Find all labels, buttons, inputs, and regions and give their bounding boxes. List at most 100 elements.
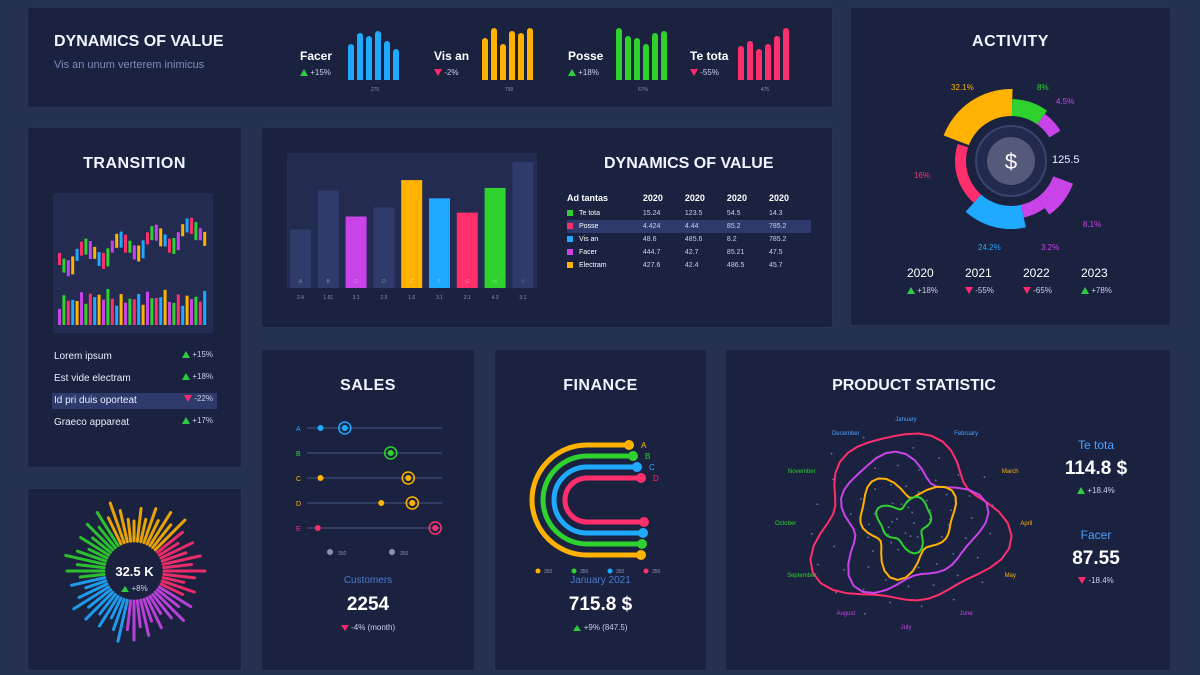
candle — [194, 222, 198, 241]
sunburst-ray — [109, 596, 123, 620]
candle — [132, 245, 136, 260]
radar-month-label: April — [1020, 521, 1032, 527]
radar-scatter-dot — [916, 535, 919, 538]
down-arrow-icon — [434, 69, 442, 77]
sunburst-ray — [139, 598, 151, 637]
bar — [317, 190, 339, 288]
candle — [168, 238, 171, 253]
radar-scatter-dot — [911, 511, 914, 514]
sunburst-ray — [155, 588, 181, 609]
table-cell: 85.21 — [726, 249, 745, 256]
volume-bar — [141, 304, 145, 325]
radar-scatter-dot — [874, 488, 877, 490]
activity-segment-label: 3.2% — [1041, 243, 1059, 252]
sunburst-ray — [118, 509, 129, 544]
volume-bar — [137, 293, 141, 325]
finance-arc-end — [636, 473, 646, 483]
volume-bar — [106, 289, 110, 325]
volume-bar — [163, 289, 167, 325]
radar-scatter-dot — [891, 502, 894, 505]
table-cell: 4.44 — [684, 220, 727, 233]
table-cell: 47.5 — [768, 249, 783, 256]
finance-arc-end — [637, 539, 647, 549]
activity-year: 2021 — [965, 266, 992, 280]
radar-month-label: January — [895, 417, 916, 423]
volume-bar — [198, 301, 202, 325]
radar-scatter-dot — [992, 504, 994, 507]
candle — [119, 231, 123, 248]
sunburst-ray — [155, 530, 184, 554]
table-cell: 14.3 — [768, 210, 783, 217]
finance-change: +9% (847.5) — [495, 623, 706, 632]
down-arrow-icon — [1023, 287, 1031, 295]
activity-year-change-text: -55% — [973, 286, 994, 295]
finance-arc-label: C — [649, 463, 655, 472]
metric-caption: 67% — [637, 87, 648, 93]
volume-bar — [110, 298, 114, 325]
transition-row-change-text: +17% — [190, 416, 213, 425]
metric-bar — [634, 38, 640, 80]
activity-year-change: +18% — [907, 286, 938, 295]
radar-scatter-dot — [891, 520, 893, 523]
table-cell-name: Electram — [567, 259, 643, 272]
volume-bar — [168, 301, 171, 325]
radar-scatter-dot — [897, 464, 899, 467]
transition-row-change: +18% — [182, 372, 213, 381]
sales-dot — [341, 425, 348, 431]
sunburst-ray — [84, 590, 115, 621]
small-donut-panel: 32.5 K +8% — [28, 489, 241, 670]
activity-year: 2022 — [1023, 266, 1050, 280]
finance-arc-label: B — [645, 452, 650, 461]
table-cell: 42.4 — [684, 262, 699, 269]
candle — [154, 224, 158, 241]
down-arrow-icon — [1078, 577, 1087, 585]
sunburst-ray — [145, 519, 160, 546]
sales-dot — [409, 500, 416, 506]
activity-segment — [1037, 113, 1061, 138]
table-cell: 4.424 — [642, 220, 685, 233]
sunburst-ray — [95, 511, 120, 548]
sales-dot-ring — [401, 471, 415, 485]
radar-scatter-dot — [917, 491, 920, 493]
sunburst-ray — [78, 572, 106, 579]
radar-scatter-dot — [835, 591, 837, 594]
bar-value-label: 3.1 — [519, 295, 526, 301]
volume-bar — [119, 294, 123, 325]
finance-arc-label: A — [641, 441, 647, 450]
candle — [97, 252, 101, 267]
metric-caption: 275 — [370, 87, 380, 93]
dynamics-panel: A 2.4 B 1.61 C 3.1 D 2.5 E 1.6 F 3.1 G 2.1 H 4.3 I 3.1 DY… — [262, 128, 832, 327]
small-donut-change: +8% — [28, 584, 241, 593]
metric-bar — [783, 28, 789, 80]
table-row: Posse 4.424 4.44 85.2 785.2 — [567, 220, 811, 233]
sales-legend-dot — [327, 549, 333, 555]
finance-legend-label: 350 — [580, 569, 589, 575]
sales-row-label: E — [296, 526, 301, 533]
candle — [71, 256, 75, 275]
table-row-name: Facer — [579, 249, 597, 256]
radar-scatter-dot — [981, 581, 984, 584]
activity-year-change-text: -65% — [1031, 286, 1052, 295]
radar-scatter-dot — [938, 457, 940, 459]
table-header-row: Ad tantas 2020 2020 2020 2020 — [567, 193, 811, 207]
candle — [198, 228, 202, 241]
sales-legend-dot — [389, 549, 395, 555]
radar-scatter-dot — [934, 479, 937, 482]
sunburst-ray — [162, 572, 197, 580]
sunburst-ray — [162, 563, 194, 570]
transition-panel: TRANSITION Lorem ipsum +15% Est vide elec… — [28, 128, 241, 467]
finance-value: 715.8 $ — [568, 594, 633, 615]
finance-legend-label: 350 — [544, 569, 553, 575]
bar-value-label: 3.1 — [353, 295, 360, 301]
radar-scatter-dot — [862, 588, 865, 591]
transition-row-change-text: +18% — [190, 372, 213, 381]
sunburst-ray — [97, 525, 117, 550]
table-cell: 42.7 — [684, 249, 699, 256]
radar-month-label: September — [787, 573, 816, 579]
transition-row-change-text: +15% — [190, 350, 213, 359]
radar-month-label: December — [832, 431, 860, 437]
metric-change-text: +15% — [308, 68, 331, 77]
table-cell: 444.7 — [642, 249, 661, 256]
sales-legend-label: 350 — [338, 551, 347, 557]
candle — [128, 240, 132, 253]
